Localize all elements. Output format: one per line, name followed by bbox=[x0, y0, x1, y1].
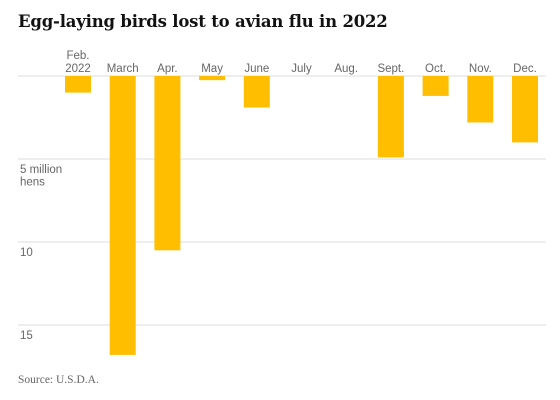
y-tick-label-line: 15 bbox=[20, 330, 33, 342]
y-axis-labels: 5 million hens 10 15 bbox=[20, 164, 62, 342]
month-label: Feb. 2022 bbox=[65, 50, 91, 75]
month-label: Aug. bbox=[334, 63, 358, 75]
month-label-line: March bbox=[107, 63, 139, 75]
bar-oct bbox=[422, 76, 449, 96]
month-label: May bbox=[201, 63, 223, 75]
bars bbox=[65, 76, 538, 355]
month-label-line: Sept. bbox=[377, 63, 404, 75]
month-label-line: Nov. bbox=[469, 63, 492, 75]
bar-apr bbox=[154, 76, 181, 251]
month-label: March bbox=[107, 63, 139, 75]
bar-march bbox=[109, 76, 136, 355]
month-label-line: Apr. bbox=[157, 63, 177, 75]
month-label: Oct. bbox=[425, 63, 446, 75]
month-label: Apr. bbox=[157, 63, 177, 75]
month-label-line: July bbox=[291, 63, 312, 75]
month-label-line: Feb. bbox=[66, 50, 89, 62]
y-tick-label: 5 million hens bbox=[20, 164, 62, 189]
month-labels: Feb. 2022 March Apr. May June July Aug. Sept. Oct… bbox=[65, 50, 537, 75]
chart-title: Egg-laying birds lost to avian flu in 20… bbox=[18, 12, 388, 31]
bar-feb bbox=[65, 76, 91, 93]
y-tick-label: 15 bbox=[20, 330, 33, 342]
y-tick-label-line: 5 million bbox=[20, 164, 62, 176]
month-label-line: 2022 bbox=[65, 63, 91, 75]
month-label: June bbox=[244, 63, 269, 75]
y-tick-label: 10 bbox=[20, 247, 33, 259]
bar-nov bbox=[467, 76, 494, 123]
month-label-line: May bbox=[201, 63, 223, 75]
bar-sept bbox=[377, 76, 404, 158]
gridlines bbox=[18, 75, 546, 326]
month-label: Dec. bbox=[513, 63, 537, 75]
source-note: Source: U.S.D.A. bbox=[18, 374, 99, 386]
bar-dec bbox=[512, 76, 538, 143]
bar-june bbox=[243, 76, 270, 108]
month-label: Sept. bbox=[377, 63, 404, 75]
month-label-line: June bbox=[244, 63, 269, 75]
month-label: July bbox=[291, 63, 312, 75]
y-tick-label-line: hens bbox=[20, 177, 45, 189]
month-label: Nov. bbox=[469, 63, 492, 75]
month-label-line: Aug. bbox=[334, 63, 358, 75]
month-label-line: Oct. bbox=[425, 63, 446, 75]
bar-may bbox=[199, 76, 226, 81]
month-label-line: Dec. bbox=[513, 63, 537, 75]
y-tick-label-line: 10 bbox=[20, 247, 33, 259]
